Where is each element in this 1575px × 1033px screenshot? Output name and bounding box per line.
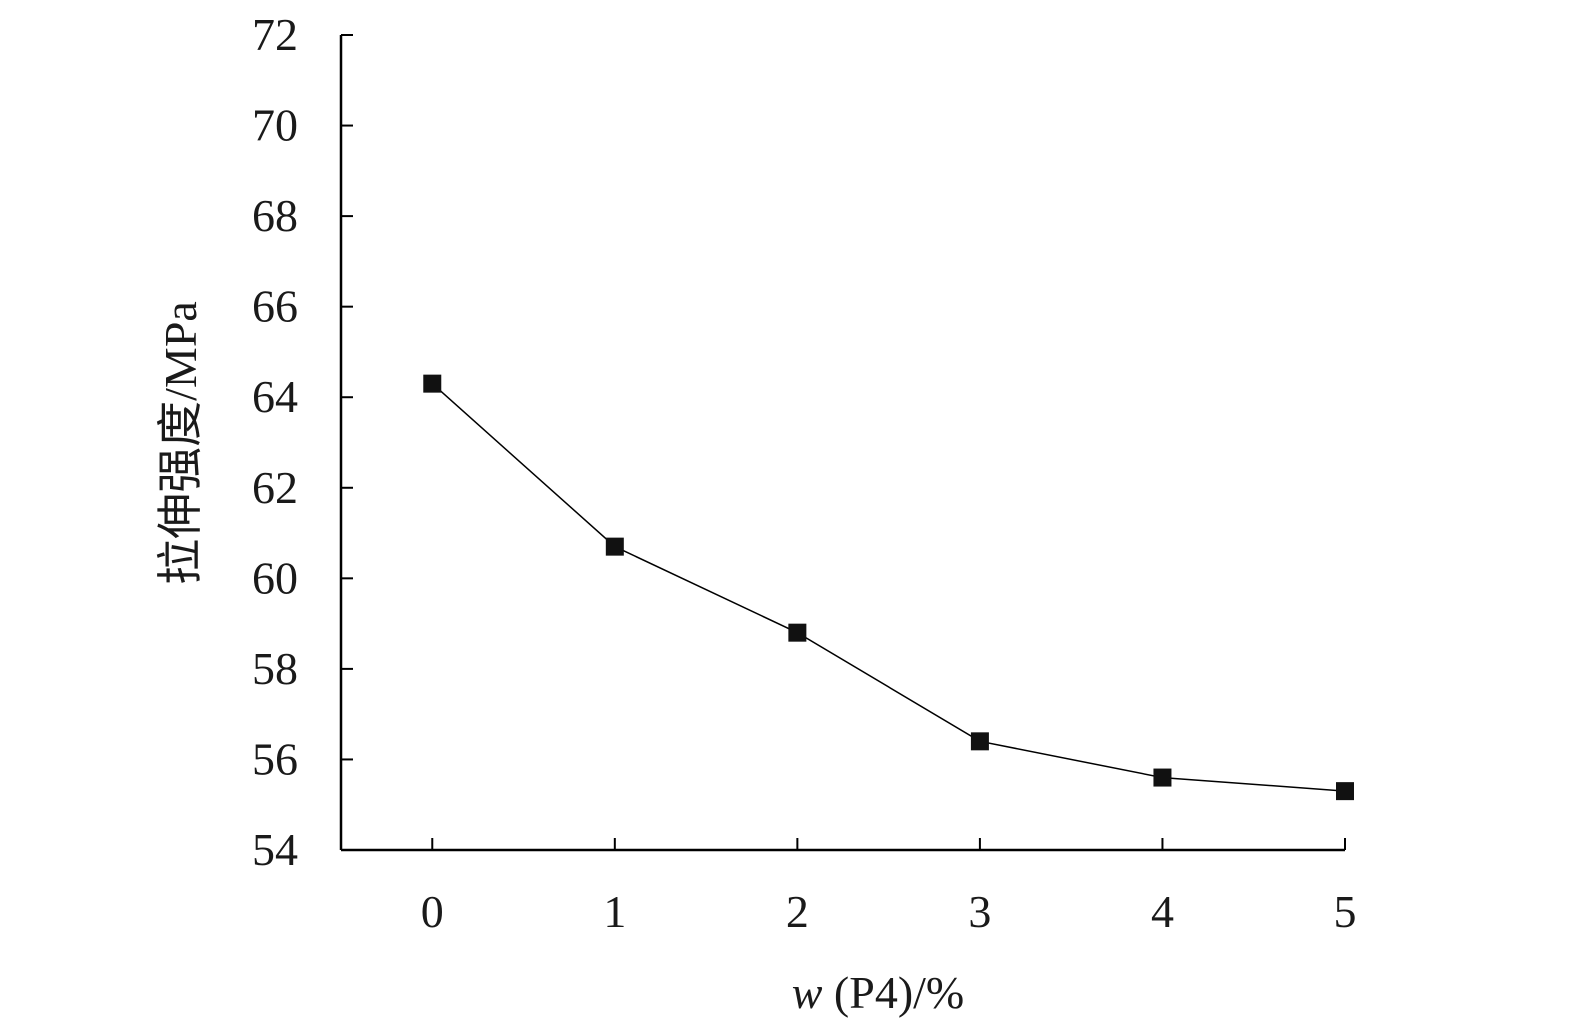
y-tick-label: 56 xyxy=(252,733,298,784)
x-axis-title-rest: (P4)/% xyxy=(822,967,964,1018)
x-axis-ticks: 0 1 2 3 4 5 xyxy=(421,838,1357,937)
y-tick-label: 68 xyxy=(252,190,298,241)
x-tick-label: 0 xyxy=(421,886,444,937)
x-axis-title: w (P4)/% xyxy=(792,967,965,1018)
y-tick-label: 66 xyxy=(252,281,298,332)
x-tick-label: 5 xyxy=(1334,886,1357,937)
data-point-marker xyxy=(788,623,807,642)
series-line xyxy=(431,383,1346,792)
y-tick-label: 70 xyxy=(252,100,298,151)
data-point-marker xyxy=(605,537,624,556)
data-point-marker xyxy=(1336,782,1354,801)
y-tick-label: 72 xyxy=(252,9,298,60)
x-tick-label: 2 xyxy=(786,886,809,937)
data-point-marker xyxy=(970,732,989,751)
y-tick-label: 64 xyxy=(252,371,298,422)
x-tick-label: 3 xyxy=(968,886,991,937)
y-axis-title: 拉伸强度/MPa xyxy=(155,301,206,585)
x-tick-label: 1 xyxy=(603,886,626,937)
y-tick-label: 58 xyxy=(252,643,298,694)
y-tick-label: 60 xyxy=(252,552,298,603)
data-point-marker xyxy=(423,374,442,393)
data-markers xyxy=(423,374,1354,801)
y-tick-label: 62 xyxy=(252,462,298,513)
x-axis-title-variable: w xyxy=(792,967,823,1018)
y-axis-ticks: 54 56 58 60 62 64 66 68 70 72 xyxy=(252,9,353,875)
data-point-marker xyxy=(1153,768,1172,787)
y-tick-label: 54 xyxy=(252,824,298,875)
x-tick-label: 4 xyxy=(1151,886,1174,937)
